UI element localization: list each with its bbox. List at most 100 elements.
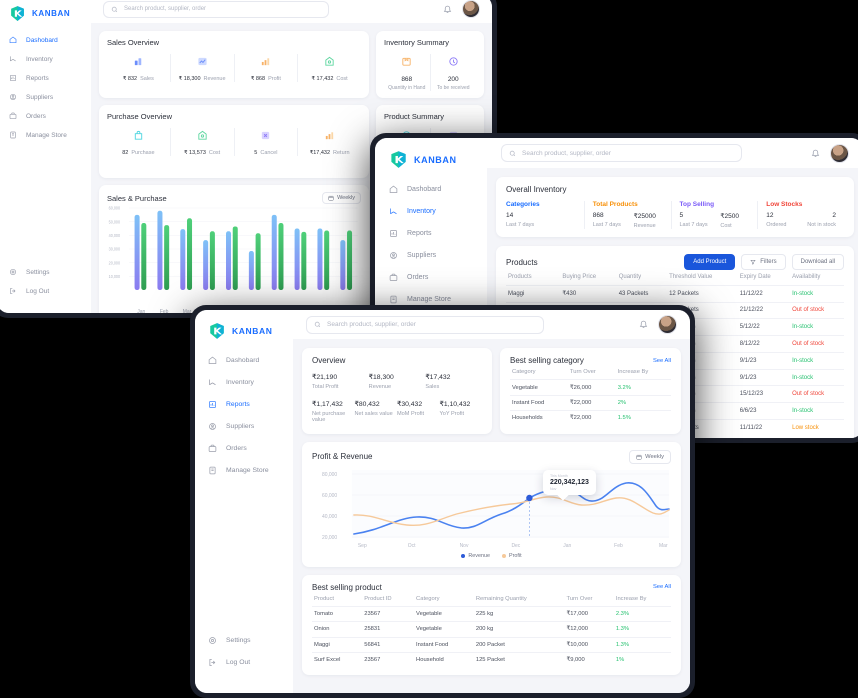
purchase-bag-icon (134, 130, 143, 140)
search-input[interactable]: Search product, supplier, order (103, 0, 329, 18)
column-header: Quantity (616, 270, 668, 286)
column-header: Expiry Date (737, 270, 791, 286)
sidebar-item-orders[interactable]: Orders (389, 273, 487, 282)
table-cell: Onion (312, 621, 363, 638)
card-title: Inventory Summary (384, 38, 450, 47)
tooltip-bottom: Nov (550, 486, 557, 491)
sidebar-item-suppliers[interactable]: Suppliers (9, 93, 91, 101)
home-icon (9, 36, 17, 43)
table-cell: Vegetable (414, 606, 474, 623)
table-row: Onion 25831 Vegetable 200 kg ₹12,000 1.3% (312, 621, 671, 638)
sidebar-item-reports[interactable]: Reports (389, 229, 487, 238)
cell-head: Categories (506, 201, 540, 208)
column-header: Turn Over (567, 365, 616, 381)
notification-bell-icon[interactable] (443, 5, 452, 14)
sidebar-item-settings[interactable]: Settings (208, 636, 293, 645)
sidebar-item-dashobard[interactable]: Dashobard (389, 185, 487, 194)
sidebar-item-label: Manage Store (26, 131, 67, 139)
table-cell: Low stock (792, 424, 819, 431)
sidebar-item-reports[interactable]: Reports (9, 74, 91, 82)
x-axis-label: Jan (137, 309, 146, 313)
sidebar-item-inventory[interactable]: Inventory (9, 55, 91, 63)
best-selling-product-table: Product Product ID Category Remaining Quant… (312, 591, 671, 668)
svg-text:Sep: Sep (358, 542, 367, 548)
stat-label: Cost (208, 150, 221, 156)
weekly-range-button[interactable]: Weekly (322, 192, 361, 204)
search-input[interactable]: Search product, supplier, order (306, 315, 544, 334)
table-cell: 6/6/23 (737, 402, 791, 421)
sidebar-item-label: Inventory (26, 55, 53, 63)
nav-list: Dashobard Inventory Reports Suppliers Or… (195, 356, 293, 475)
column-header: Turn Over (564, 591, 614, 607)
sidebar-item-inventory[interactable]: Inventory (208, 378, 293, 387)
brand-logo[interactable]: KANBAN (375, 150, 487, 169)
column-header: Threshold Value (667, 270, 738, 286)
avatar[interactable] (830, 143, 849, 163)
svg-text:60,000: 60,000 (109, 205, 121, 210)
sidebar-item-dashobard[interactable]: Dashobard (208, 356, 293, 365)
kanban-logo-icon (11, 6, 24, 21)
search-icon (111, 6, 118, 12)
profit-revenue-card: Profit & Revenue Weekly 80,000 (302, 441, 681, 567)
sidebar-item-orders[interactable]: Orders (9, 112, 91, 120)
sidebar-item-suppliers[interactable]: Suppliers (208, 422, 293, 431)
sidebar-item-manage-store[interactable]: Manage Store (389, 295, 487, 304)
stat-label: Cost (336, 76, 348, 82)
table-cell: ₹17,000 (564, 606, 614, 623)
search-input[interactable]: Search product, supplier, order (501, 144, 742, 162)
see-all-link[interactable]: See All (652, 584, 671, 590)
svg-text:60,000: 60,000 (322, 492, 337, 498)
table-cell: Out of stock (790, 385, 844, 404)
card-title: Best selling category (510, 356, 584, 365)
svg-text:20,000: 20,000 (322, 534, 337, 540)
table-cell: In-stock (790, 352, 844, 370)
sidebar-item-suppliers[interactable]: Suppliers (389, 251, 487, 260)
avatar[interactable] (658, 315, 677, 334)
cell-head: Low Stocks (766, 201, 803, 208)
x-axis-label: Feb (159, 309, 169, 313)
sidebar-item-manage-store[interactable]: Manage Store (208, 466, 293, 475)
brand-name: KANBAN (32, 9, 71, 18)
table-cell: Tomato (312, 606, 363, 623)
sidebar-item-settings[interactable]: Settings (9, 268, 91, 276)
sidebar-item-label: Dashobard (26, 36, 58, 44)
sidebar-item-log-out[interactable]: Log Out (9, 287, 91, 295)
sidebar-item-manage-store[interactable]: Manage Store (9, 131, 91, 139)
see-all-link[interactable]: See All (652, 357, 671, 364)
sidebar-item-reports[interactable]: Reports (208, 400, 293, 409)
overall-cell-categories: Categories 14 Last 7 days (506, 201, 584, 229)
table-header-row: Product Product ID Category Remaining Quant… (312, 591, 671, 607)
svg-text:10,000: 10,000 (109, 274, 121, 279)
legend-revenue: Revenue (461, 553, 490, 559)
stat-value: 82 (122, 150, 129, 156)
avatar[interactable] (462, 0, 480, 18)
svg-text:Dec: Dec (511, 542, 520, 548)
notification-bell-icon[interactable] (639, 320, 648, 329)
brand-logo[interactable]: KANBAN (0, 5, 91, 22)
brand-logo[interactable]: KANBAN (195, 322, 293, 340)
nav-list: Dashobard Inventory Reports Suppliers Or… (375, 185, 487, 304)
sidebar-item-orders[interactable]: Orders (208, 444, 293, 453)
reports-icon (390, 230, 397, 237)
stat-label: Revenue (203, 76, 226, 82)
column-header: Availability (790, 270, 844, 286)
stat-label: To be received (436, 85, 470, 91)
stat-value: ₹ 832 (122, 76, 138, 82)
overview-mom-profit: ₹30,432 MoM Profit (397, 401, 425, 417)
sidebar-item-dashobard[interactable]: Dashobard (9, 36, 91, 44)
table-cell: Vegetable (414, 621, 474, 638)
download-all-button[interactable]: Download all (791, 254, 844, 270)
notification-bell-icon[interactable] (811, 149, 820, 158)
filters-button[interactable]: Filters (741, 254, 786, 270)
sidebar-item-log-out[interactable]: Log Out (208, 658, 293, 667)
sidebar-item-label: Orders (407, 274, 429, 281)
sidebar-item-inventory[interactable]: Inventory (389, 207, 487, 216)
stat-quantity-in-hand: 868 Quantity in Hand (384, 54, 430, 91)
sidebar: KANBAN Dashobard Inventory Reports Supp (195, 310, 293, 693)
overview-total-profit: ₹21,190 Total Profit (312, 374, 339, 390)
svg-text:Feb: Feb (614, 542, 623, 548)
weekly-range-button[interactable]: Weekly (629, 449, 671, 464)
column-header: Products (506, 270, 561, 286)
add-product-button[interactable]: Add Product (684, 254, 736, 270)
table-cell: 5/12/22 (737, 318, 791, 337)
